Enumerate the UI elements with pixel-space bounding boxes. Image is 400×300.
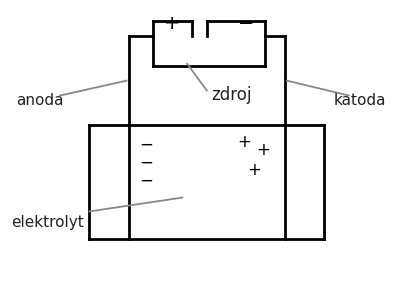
Text: +: +	[164, 14, 181, 33]
Text: −: −	[139, 136, 153, 154]
Text: elektrolyt: elektrolyt	[11, 215, 84, 230]
Text: +: +	[256, 141, 270, 159]
Text: +: +	[237, 133, 251, 151]
Text: anoda: anoda	[16, 93, 64, 108]
Text: −: −	[238, 14, 254, 33]
Text: −: −	[139, 172, 153, 190]
Text: katoda: katoda	[334, 93, 386, 108]
Text: zdroj: zdroj	[212, 86, 252, 104]
Text: −: −	[139, 154, 153, 172]
Text: +: +	[247, 161, 261, 179]
